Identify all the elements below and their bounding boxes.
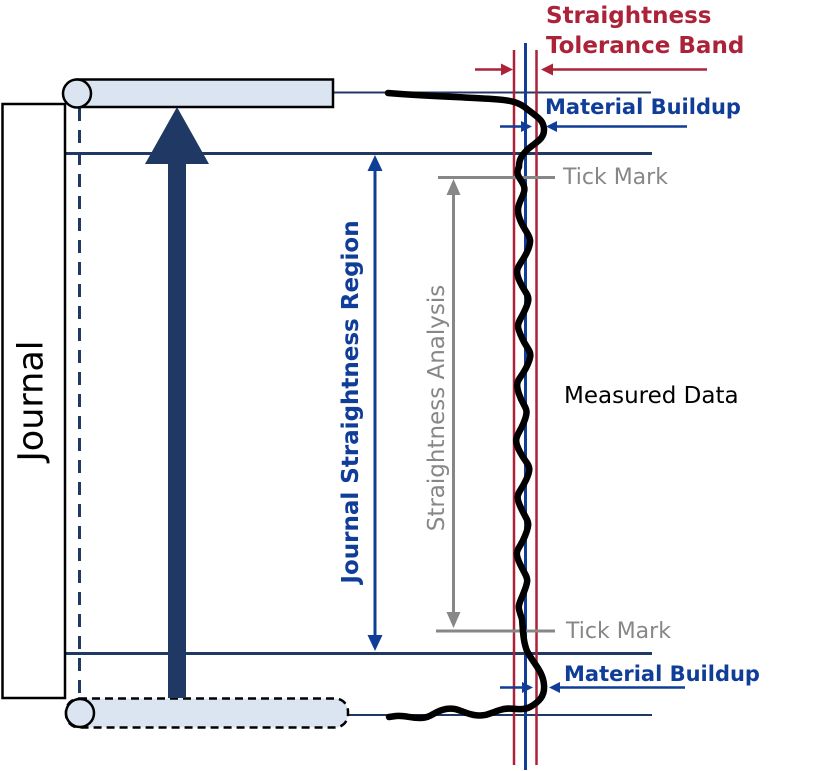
tolerance-band-title-line1: Straightness xyxy=(546,3,712,29)
tick-mark-top-label: Tick Mark xyxy=(563,165,668,190)
analysis-extent-arrow xyxy=(446,179,461,628)
top-roller-pivot-circle xyxy=(61,78,93,109)
journal-box xyxy=(1,102,67,700)
material-buildup-top-arrow-left xyxy=(500,121,532,132)
material-buildup-bottom-arrow-right xyxy=(549,682,685,693)
material-buildup-bottom-arrow-left xyxy=(500,682,533,693)
material-buildup-top-arrow-right xyxy=(546,121,687,132)
straightness-analysis-label: Straightness Analysis xyxy=(424,284,451,532)
journal-label: Journal xyxy=(11,340,52,462)
tolerance-band-title-line2: Tolerance Band xyxy=(546,32,745,59)
journal-axis-arrow xyxy=(145,107,209,698)
tolerance-band-arrow-left xyxy=(475,63,513,76)
tolerance-band-arrow-right xyxy=(541,63,707,76)
tolerance-band-title: Straightness Tolerance Band xyxy=(546,2,744,62)
measured-data-curve xyxy=(384,89,548,722)
journal-straightness-region-label: Journal Straightness Region xyxy=(338,220,365,584)
bottom-roller-pivot-circle xyxy=(64,697,96,729)
measured-data-label: Measured Data xyxy=(564,383,739,409)
bottom-roller xyxy=(64,697,350,729)
region-extent-arrow xyxy=(367,155,383,651)
top-roller xyxy=(75,78,335,109)
material-buildup-top-label: Material Buildup xyxy=(545,95,741,119)
tick-mark-bottom-label: Tick Mark xyxy=(566,619,671,644)
material-buildup-bottom-label: Material Buildup xyxy=(564,662,760,686)
